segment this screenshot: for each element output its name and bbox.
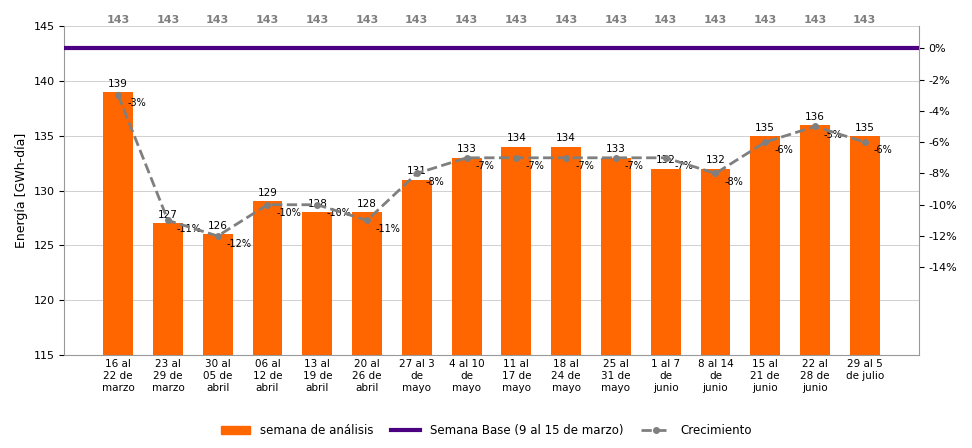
- Text: 135: 135: [854, 122, 875, 133]
- Text: -8%: -8%: [426, 177, 444, 186]
- Bar: [800, 125, 830, 448]
- Text: 134: 134: [506, 134, 526, 143]
- Text: -6%: -6%: [774, 145, 793, 155]
- Text: -7%: -7%: [675, 161, 693, 171]
- Legend: semana de análisis, Semana Base (9 al 15 de marzo), Crecimiento: semana de análisis, Semana Base (9 al 15…: [216, 420, 756, 442]
- Bar: [352, 212, 382, 448]
- Bar: [750, 136, 781, 448]
- Text: -3%: -3%: [127, 99, 146, 108]
- Text: 134: 134: [556, 134, 576, 143]
- Bar: [601, 158, 631, 448]
- Bar: [302, 212, 332, 448]
- Text: -7%: -7%: [625, 161, 643, 171]
- Text: -7%: -7%: [475, 161, 495, 171]
- Text: -5%: -5%: [824, 129, 843, 140]
- Text: -7%: -7%: [575, 161, 594, 171]
- Bar: [701, 168, 730, 448]
- Text: 132: 132: [656, 155, 676, 165]
- Text: -10%: -10%: [276, 208, 301, 218]
- Text: -11%: -11%: [177, 224, 202, 233]
- Text: -6%: -6%: [874, 145, 892, 155]
- Bar: [502, 147, 532, 448]
- Text: 126: 126: [208, 221, 227, 231]
- Text: 139: 139: [108, 79, 128, 89]
- Text: 133: 133: [606, 144, 626, 155]
- Text: -10%: -10%: [327, 208, 351, 218]
- Bar: [153, 223, 183, 448]
- Bar: [650, 168, 680, 448]
- Y-axis label: Energía [GWh-día]: Energía [GWh-día]: [15, 133, 28, 248]
- Text: 128: 128: [357, 199, 377, 209]
- Text: 133: 133: [457, 144, 476, 155]
- Text: 129: 129: [258, 188, 277, 198]
- Text: -11%: -11%: [376, 224, 400, 233]
- Text: -7%: -7%: [525, 161, 544, 171]
- Bar: [401, 180, 432, 448]
- Bar: [103, 92, 133, 448]
- Text: 131: 131: [407, 166, 427, 176]
- Text: -8%: -8%: [724, 177, 744, 186]
- Bar: [203, 234, 232, 448]
- Text: 127: 127: [158, 210, 178, 220]
- Text: 136: 136: [805, 112, 825, 121]
- Text: -12%: -12%: [226, 239, 252, 249]
- Text: 135: 135: [755, 122, 775, 133]
- Text: 128: 128: [307, 199, 328, 209]
- Text: 132: 132: [706, 155, 725, 165]
- Bar: [253, 202, 283, 448]
- Bar: [850, 136, 880, 448]
- Bar: [551, 147, 581, 448]
- Bar: [452, 158, 481, 448]
